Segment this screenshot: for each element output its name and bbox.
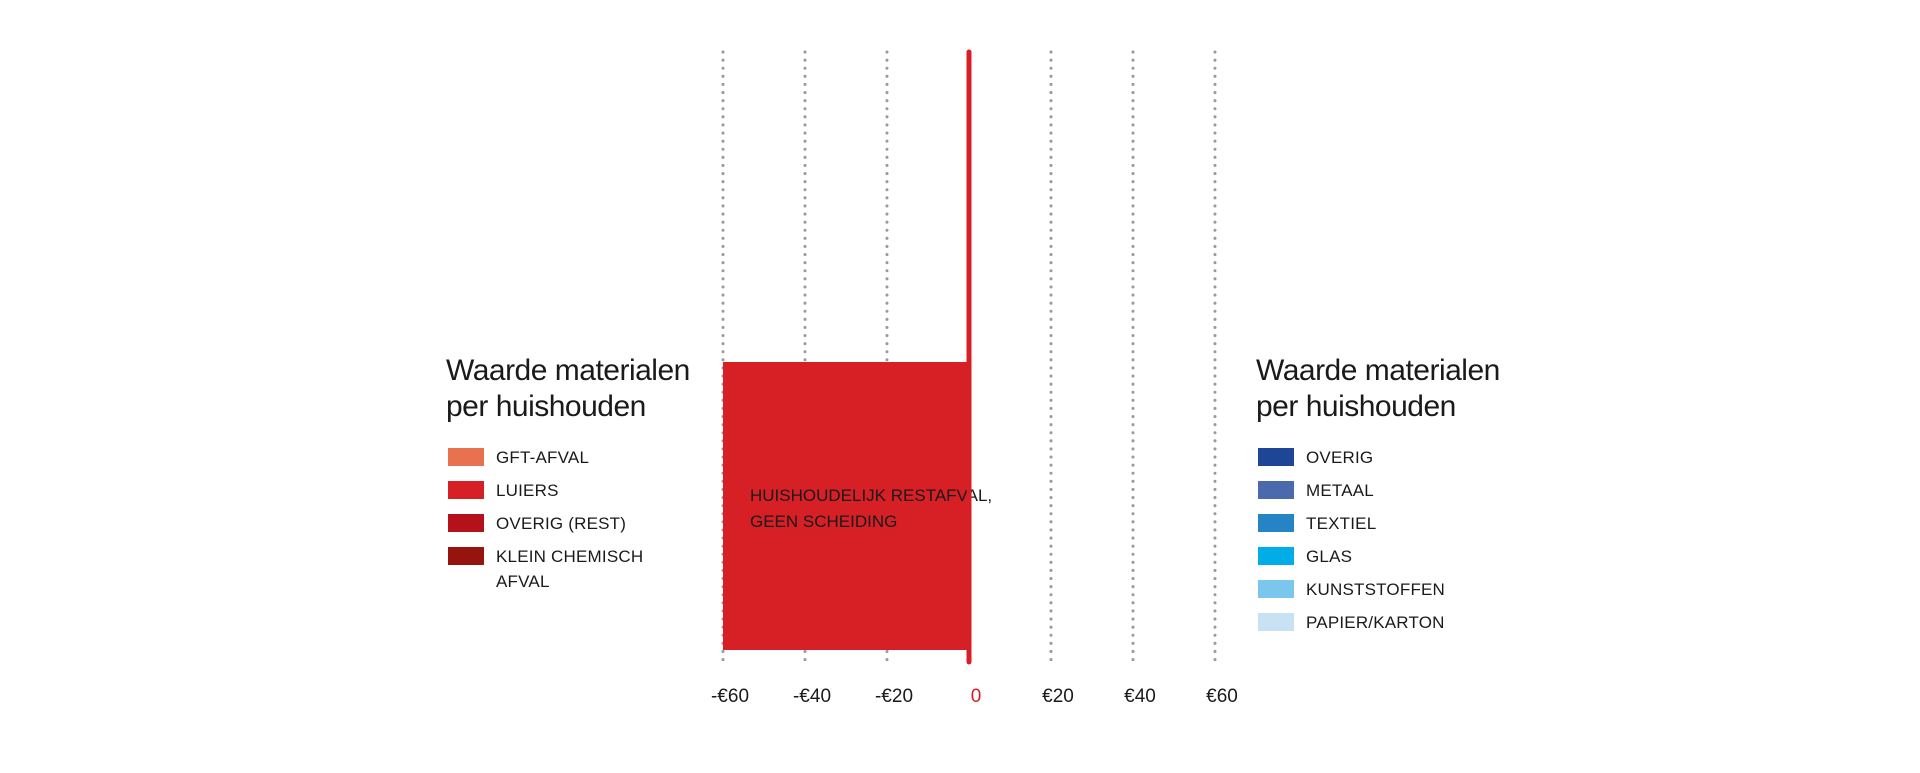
legend-swatch (1258, 613, 1294, 631)
legend-label: METAAL (1306, 481, 1374, 500)
legend-right-item-papier: PAPIER/KARTON (1256, 610, 1500, 635)
legend-swatch (448, 448, 484, 466)
legend-right-item-overig: OVERIG (1256, 445, 1500, 470)
legend-right-item-kunststoffen: KUNSTSTOFFEN (1256, 577, 1500, 602)
legend-swatch (1258, 580, 1294, 598)
legend-left-title-line-2: per huishouden (446, 390, 646, 423)
legend-label: LUIERS (496, 481, 559, 500)
x-tick-label-6: €60 (1206, 686, 1238, 707)
x-tick-label-3: 0 (971, 686, 982, 707)
legend-left-title-line-1: Waarde materialen (446, 354, 690, 387)
legend-label: PAPIER/KARTON (1306, 613, 1445, 632)
legend-right: Waarde materialen per huishouden OVERIG … (1256, 353, 1500, 643)
legend-right-item-textiel: TEXTIEL (1256, 511, 1500, 536)
legend-swatch (448, 514, 484, 532)
x-tick-label-4: €20 (1042, 686, 1074, 707)
bar-label-0-line-0: HUISHOUDELIJK RESTAFVAL, (750, 486, 992, 505)
x-tick-label-2: -€20 (875, 686, 913, 707)
bar-label-0-line-1: GEEN SCHEIDING (750, 512, 897, 531)
x-tick-label-5: €40 (1124, 686, 1156, 707)
legend-left-item-overig-rest: OVERIG (REST) (446, 511, 690, 536)
legend-right-item-glas: GLAS (1256, 544, 1500, 569)
legend-label: OVERIG (REST) (496, 514, 627, 533)
bar-0 (723, 362, 969, 650)
legend-left-item-klein-chemisch: KLEIN CHEMISCH AFVAL (446, 544, 690, 594)
legend-swatch (1258, 481, 1294, 499)
legend-swatch (1258, 448, 1294, 466)
x-tick-label-1: -€40 (793, 686, 831, 707)
legend-left-title: Waarde materialen per huishouden (446, 353, 690, 425)
legend-swatch (1258, 514, 1294, 532)
x-tick-label-0: -€60 (711, 686, 749, 707)
legend-label: GFT-AFVAL (496, 448, 590, 467)
legend-left-item-luiers: LUIERS (446, 478, 690, 503)
legend-label: OVERIG (1306, 448, 1374, 467)
legend-left-item-gft: GFT-AFVAL (446, 445, 690, 470)
legend-right-title: Waarde materialen per huishouden (1256, 353, 1500, 425)
legend-swatch (448, 481, 484, 499)
legend-swatch (1258, 547, 1294, 565)
legend-label: TEXTIEL (1306, 514, 1377, 533)
legend-swatch (448, 547, 484, 565)
legend-left: Waarde materialen per huishouden GFT-AFV… (446, 353, 690, 602)
legend-right-item-metaal: METAAL (1256, 478, 1500, 503)
legend-label: GLAS (1306, 547, 1353, 566)
legend-right-title-line-2: per huishouden (1256, 390, 1456, 423)
legend-label: KUNSTSTOFFEN (1306, 580, 1446, 599)
legend-right-title-line-1: Waarde materialen (1256, 354, 1500, 387)
legend-label: KLEIN CHEMISCH AFVAL (496, 547, 644, 591)
